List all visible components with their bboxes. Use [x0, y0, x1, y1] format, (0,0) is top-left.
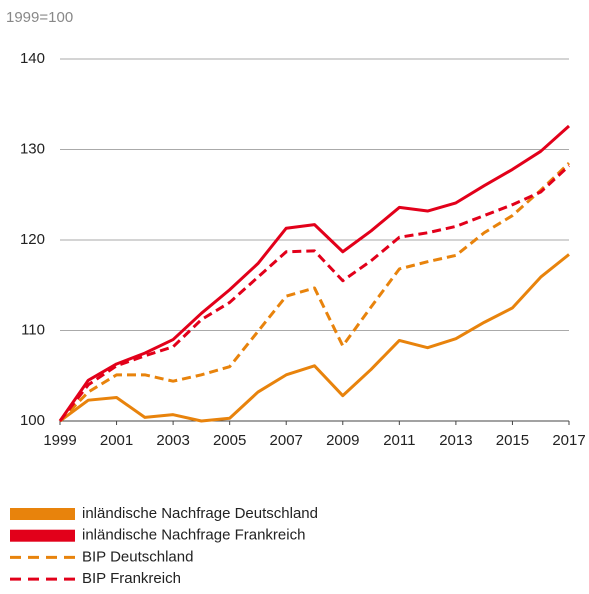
- line-series: [58, 124, 571, 422]
- legend-label: inländische Nachfrage Deutschland: [82, 505, 318, 522]
- x-tick-label: 2005: [213, 432, 246, 449]
- legend-swatch: [10, 529, 75, 542]
- x-tick-label: 2001: [100, 432, 133, 449]
- x-tick-label: 2007: [270, 432, 303, 449]
- x-tick-label: 2011: [383, 432, 415, 449]
- y-tick-label: 140: [20, 50, 45, 67]
- y-tick-label: 100: [20, 412, 45, 429]
- y-tick-label: 120: [20, 231, 45, 248]
- x-tick-label: 2003: [156, 432, 189, 449]
- line-series: [58, 161, 571, 423]
- x-tick-label: 1999: [43, 432, 76, 449]
- legend-swatch: [10, 508, 75, 520]
- legend-label: inländische Nachfrage Frankreich: [82, 527, 305, 544]
- y-tick-label: 110: [21, 321, 45, 338]
- x-tick-label: 2017: [552, 432, 585, 449]
- x-tick-label: 2013: [439, 432, 472, 449]
- line-series: [59, 253, 570, 423]
- legend-label: BIP Frankreich: [82, 570, 181, 587]
- y-axis-unit: 1999=100: [6, 9, 73, 26]
- y-tick-label: 130: [20, 140, 45, 157]
- line-series: [58, 164, 571, 422]
- x-tick-label: 2009: [326, 432, 359, 449]
- legend-label: BIP Deutschland: [82, 548, 193, 565]
- x-tick-label: 2015: [496, 432, 529, 449]
